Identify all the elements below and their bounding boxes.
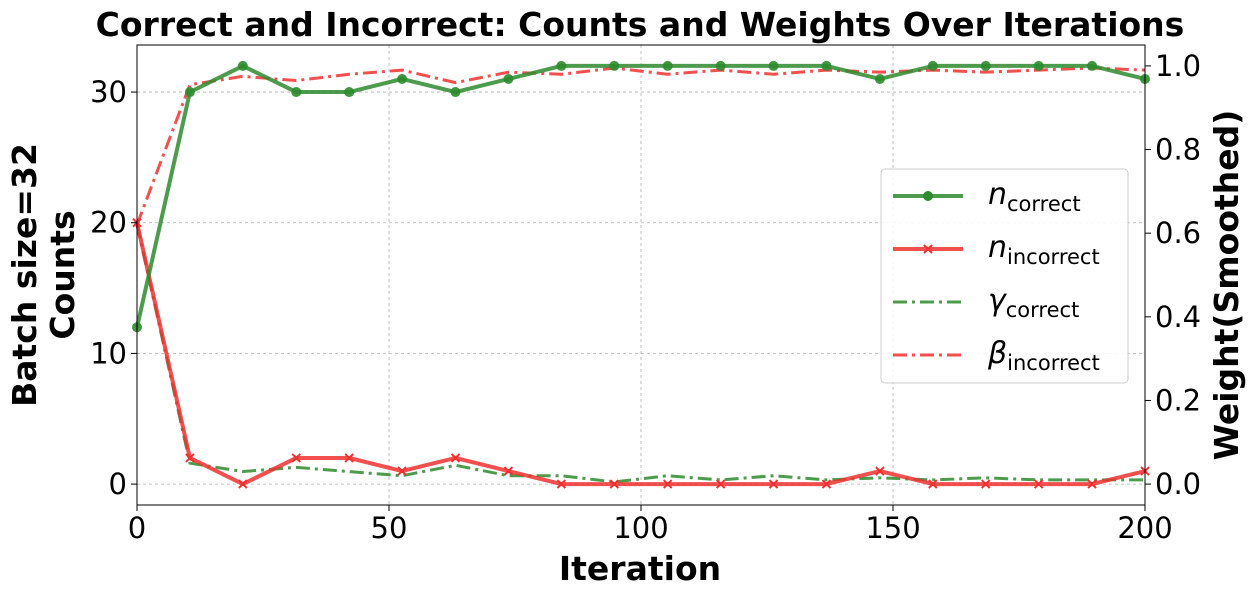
legend-marker-n_correct [923, 191, 933, 201]
chart-title: Correct and Incorrect: Counts and Weight… [96, 5, 1185, 44]
legend-label-n_correct: ncorrect [988, 177, 1081, 216]
point-n_correct [450, 87, 461, 98]
legend-label-gamma_correct: γcorrect [988, 283, 1079, 322]
x-tick-label: 100 [613, 511, 668, 545]
y-tick-label-right: 0.6 [1155, 216, 1201, 250]
y-tick-label-left: 20 [90, 206, 127, 240]
legend-label-n_incorrect: nincorrect [988, 230, 1100, 269]
point-n_incorrect [450, 453, 461, 463]
point-n_correct [874, 73, 885, 84]
point-n_incorrect [291, 453, 301, 463]
x-tick-label: 50 [371, 511, 408, 545]
point-n_correct [1087, 60, 1098, 71]
y-tick-label-right: 0.4 [1155, 300, 1201, 334]
y-tick-label-right: 0.8 [1155, 133, 1201, 167]
point-n_incorrect [238, 479, 248, 489]
y-tick-label-left: 10 [90, 336, 127, 370]
point-n_correct [715, 60, 726, 71]
x-tick-label: 0 [128, 511, 146, 545]
legend-marker-n_incorrect [923, 244, 933, 254]
point-n_incorrect [397, 466, 407, 476]
point-n_correct [980, 60, 991, 71]
point-n_correct [344, 87, 355, 98]
point-n_incorrect [344, 453, 354, 463]
point-n_incorrect [1087, 479, 1097, 489]
legend: ncorrect nincorrect γcorrect βincorrect [880, 168, 1129, 384]
point-n_incorrect [1033, 479, 1044, 489]
series-line-gamma_correct [135, 224, 1145, 484]
point-n_correct [237, 60, 248, 71]
y-tick-label-left: 30 [90, 75, 127, 109]
point-n_correct [397, 73, 408, 84]
point-n_incorrect [875, 466, 885, 476]
point-n_correct [503, 73, 514, 84]
x-tick-label: 200 [1117, 511, 1172, 545]
point-n_correct [927, 60, 938, 71]
point-n_correct [1033, 60, 1044, 71]
point-n_incorrect [556, 479, 567, 489]
point-n_correct [821, 60, 832, 71]
series-line-beta_incorrect [135, 66, 1146, 226]
x-axis-label: Iteration [559, 549, 721, 588]
point-n_correct [609, 60, 620, 71]
point-n_incorrect [185, 453, 195, 463]
legend-label-beta_incorrect: βincorrect [987, 336, 1100, 375]
x-tick-label: 150 [865, 511, 920, 545]
point-n_incorrect [503, 466, 514, 476]
y-tick-label-right: 1.0 [1155, 49, 1201, 83]
point-n_correct [556, 60, 567, 71]
point-n_incorrect [715, 479, 726, 489]
point-n_incorrect [821, 479, 832, 489]
series-line-n_incorrect [135, 222, 1146, 487]
point-n_correct [184, 87, 195, 98]
y-tick-label-right: 0.0 [1155, 467, 1201, 501]
point-n_incorrect [609, 479, 619, 489]
point-n_incorrect [768, 479, 779, 489]
y-axis-label-left-line1: Batch size=32 [5, 143, 44, 407]
y-tick-label-left: 0 [109, 467, 127, 501]
point-n_incorrect [981, 479, 991, 489]
series-layer [132, 60, 1150, 489]
y-tick-label-right: 0.2 [1155, 383, 1201, 417]
point-n_incorrect [928, 479, 938, 489]
ticks-layer: 0 50 100 150 200 0 10 20 30 0.0 0.2 0.4 0.6 0.8 1.0 [90, 49, 1201, 545]
point-n_correct [768, 60, 779, 71]
point-n_correct [291, 87, 302, 98]
y-axis-label-left-line2: Counts [43, 210, 82, 339]
point-n_correct [662, 60, 673, 71]
point-n_incorrect [663, 479, 673, 489]
legend-box [880, 168, 1129, 384]
series-line-n_correct [135, 63, 1146, 328]
y-axis-label-right: Weight(Smoothed) [1207, 110, 1246, 461]
